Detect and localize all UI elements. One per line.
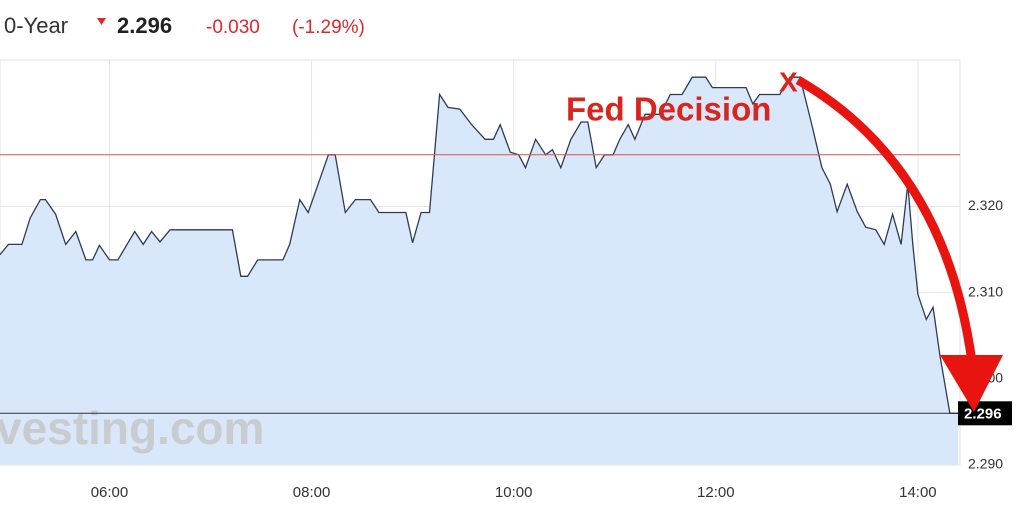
y-tick-label: 2.290 <box>968 456 1003 472</box>
price-label: 2.296 <box>964 405 1002 422</box>
x-tick-label: 08:00 <box>293 484 331 501</box>
quote-last: 2.296 <box>117 13 172 38</box>
annotation: Fed Decision <box>566 91 771 128</box>
down-icon <box>97 18 106 25</box>
line <box>0 76 959 414</box>
x-tick-label: 12:00 <box>697 484 735 501</box>
plot: 06:0008:0010:0012:0014:002.2902.3002.310… <box>0 59 1012 501</box>
quote-name: 0-Year <box>4 13 68 38</box>
annotation: X <box>779 66 798 97</box>
price-badge <box>958 401 1012 426</box>
x-tick-label: 06:00 <box>91 484 129 501</box>
y-tick-label: 2.320 <box>968 197 1003 213</box>
x-tick-label: 10:00 <box>495 484 533 501</box>
area <box>0 77 959 465</box>
arrow-shaft <box>795 76 977 363</box>
overlay: Fed Decision X <box>566 66 1003 412</box>
quote-change-pct: (-1.29%) <box>292 17 365 38</box>
arrow-head <box>940 355 1003 412</box>
quote-change: -0.030 <box>206 17 260 38</box>
watermark: vesting.com <box>0 402 264 454</box>
y-tick-label: 2.310 <box>968 283 1003 299</box>
x-tick-label: 14:00 <box>899 484 937 501</box>
